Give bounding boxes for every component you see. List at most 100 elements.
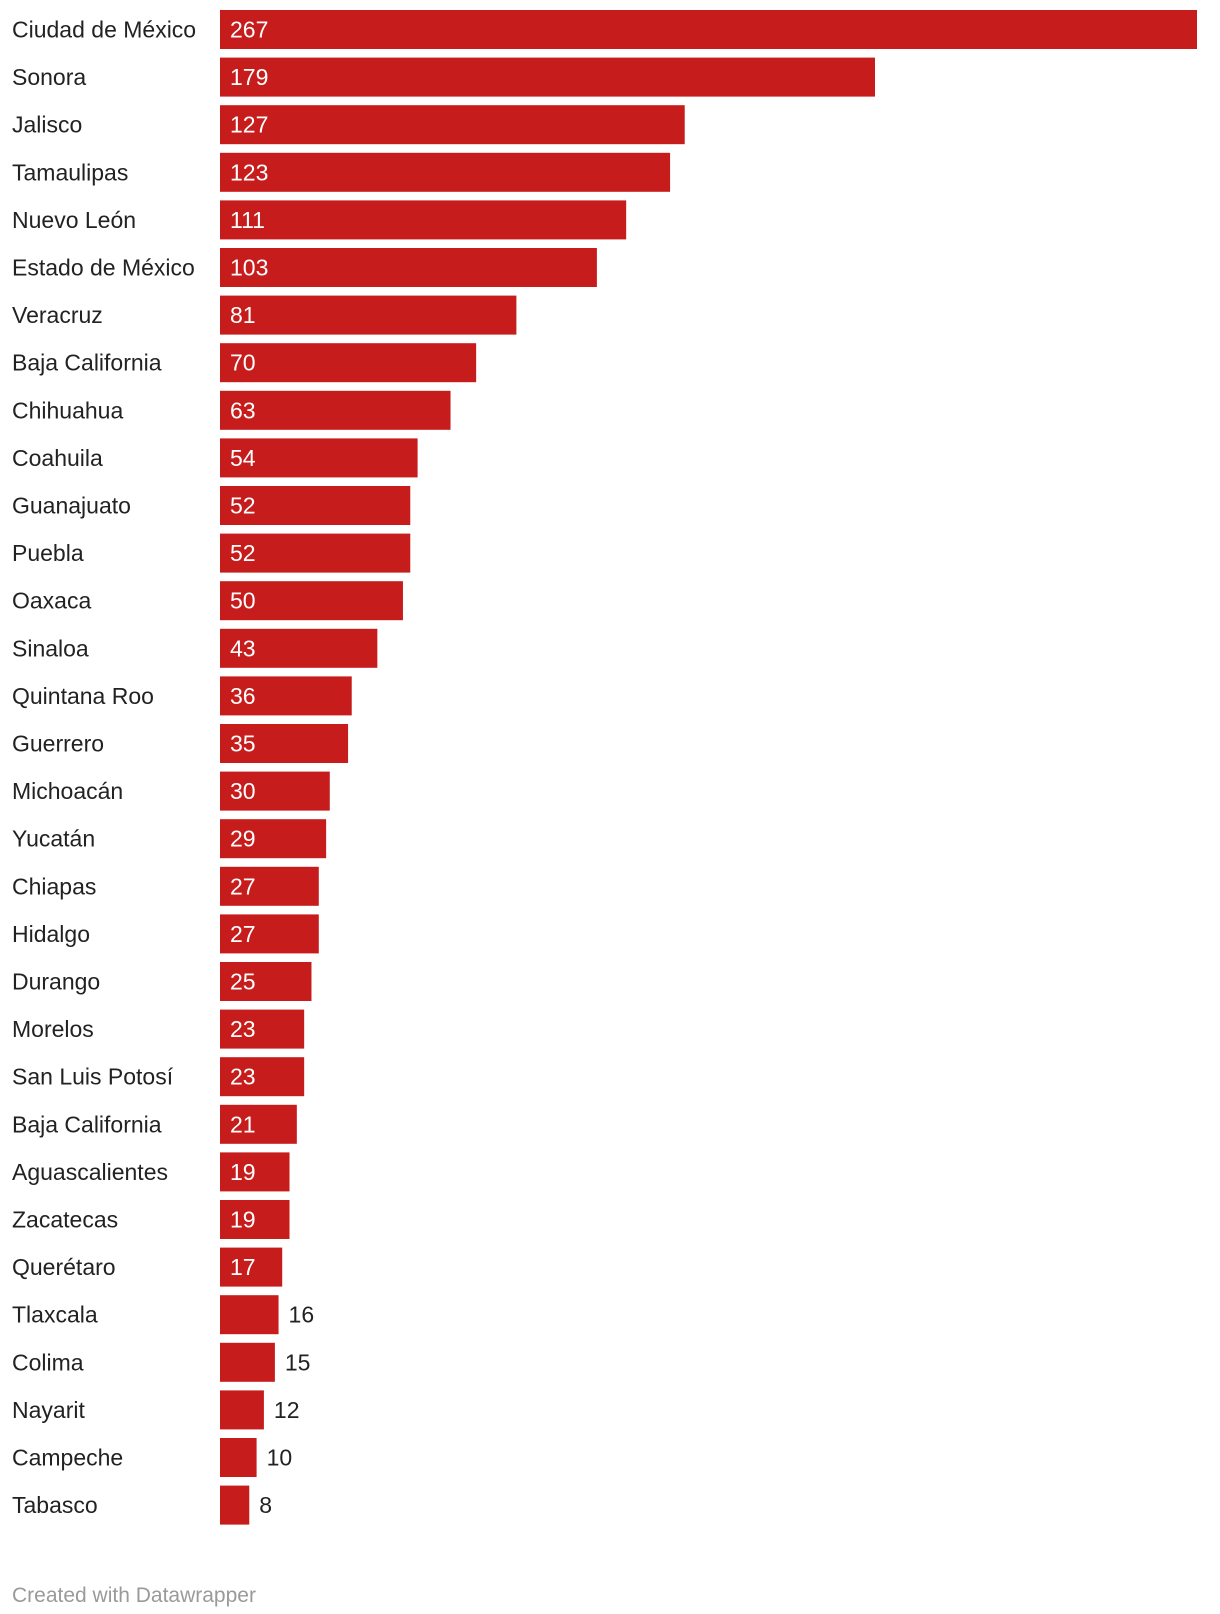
value-label: 63 xyxy=(230,397,256,423)
category-label: Campeche xyxy=(12,1445,123,1471)
value-label: 21 xyxy=(230,1111,256,1137)
value-label: 54 xyxy=(230,445,256,471)
bar-row: Colima 15 xyxy=(12,1342,311,1382)
value-label: 16 xyxy=(289,1302,315,1328)
category-label: Oaxaca xyxy=(12,588,91,614)
bar-row: Hidalgo 27 xyxy=(12,914,319,954)
category-label: Tamaulipas xyxy=(12,159,128,185)
bar-row: Aguascalientes 19 xyxy=(12,1152,290,1192)
value-label: 35 xyxy=(230,731,256,757)
bar-row: Oaxaca 50 xyxy=(12,581,403,621)
value-label: 50 xyxy=(230,588,256,614)
value-label: 15 xyxy=(285,1349,311,1375)
category-label: Nayarit xyxy=(12,1397,85,1423)
value-label: 52 xyxy=(230,540,256,566)
bar-row: Guerrero 35 xyxy=(12,724,349,763)
category-label: San Luis Potosí xyxy=(12,1064,174,1090)
bar xyxy=(220,1438,257,1477)
value-label: 23 xyxy=(230,1064,256,1090)
value-label: 27 xyxy=(230,873,256,899)
value-label: 29 xyxy=(230,826,256,852)
bar xyxy=(220,914,319,954)
category-label: Guanajuato xyxy=(12,493,131,519)
bar xyxy=(220,1057,305,1097)
value-label: 43 xyxy=(230,635,256,661)
bar-row: Campeche 10 xyxy=(12,1438,292,1477)
category-label: Tabasco xyxy=(12,1492,98,1518)
category-label: Baja California xyxy=(12,350,162,376)
value-label: 8 xyxy=(259,1492,272,1518)
bar xyxy=(220,343,477,383)
bar-row: Nuevo León 111 xyxy=(12,200,627,240)
bar-row: Tabasco 8 xyxy=(12,1485,272,1525)
bar-row: Sinaloa 43 xyxy=(12,628,378,668)
bar-row: Nayarit 12 xyxy=(12,1390,300,1430)
category-label: Ciudad de México xyxy=(12,17,196,43)
bar-row: Chiapas 27 xyxy=(12,866,319,906)
category-label: Baja California xyxy=(12,1111,162,1137)
bar xyxy=(220,628,378,668)
category-label: Quintana Roo xyxy=(12,683,154,709)
bar-row: Durango 25 xyxy=(12,962,312,1001)
bar-row: Puebla 52 xyxy=(12,533,411,573)
bar-row: Guanajuato 52 xyxy=(12,486,411,525)
category-label: Hidalgo xyxy=(12,921,90,947)
bar xyxy=(220,724,349,763)
value-label: 10 xyxy=(267,1445,293,1471)
bar-row: Tlaxcala 16 xyxy=(12,1295,315,1335)
bar xyxy=(220,1485,250,1525)
value-label: 17 xyxy=(230,1254,256,1280)
bar xyxy=(220,10,1197,49)
value-label: 70 xyxy=(230,350,256,376)
category-label: Sinaloa xyxy=(12,635,89,661)
bar xyxy=(220,200,627,240)
value-label: 36 xyxy=(230,683,256,709)
bar xyxy=(220,1247,283,1287)
bar xyxy=(220,486,411,525)
bar-row: Sonora 179 xyxy=(12,57,875,97)
category-label: Nuevo León xyxy=(12,207,136,233)
category-label: Estado de México xyxy=(12,255,195,281)
value-label: 25 xyxy=(230,969,256,995)
bar-chart: Ciudad de México 267 Sonora 179 Jalisco 127 Ta… xyxy=(12,10,1197,1525)
bar-row: San Luis Potosí 23 xyxy=(12,1057,305,1097)
bar xyxy=(220,105,685,145)
value-label: 30 xyxy=(230,778,256,804)
category-label: Colima xyxy=(12,1349,84,1375)
value-label: 127 xyxy=(230,112,268,138)
category-label: Veracruz xyxy=(12,302,103,328)
bar xyxy=(220,1295,279,1335)
category-label: Zacatecas xyxy=(12,1207,118,1233)
datawrapper-credit: Created with Datawrapper xyxy=(12,1584,256,1607)
category-label: Aguascalientes xyxy=(12,1159,168,1185)
value-label: 103 xyxy=(230,255,268,281)
category-label: Tlaxcala xyxy=(12,1302,98,1328)
bar-row: Estado de México 103 xyxy=(12,248,597,287)
bar xyxy=(220,676,352,716)
bar-row: Baja California 21 xyxy=(12,1104,297,1144)
value-label: 52 xyxy=(230,493,256,519)
category-label: Puebla xyxy=(12,540,84,566)
bar xyxy=(220,1390,264,1430)
category-label: Morelos xyxy=(12,1016,94,1042)
bar xyxy=(220,1152,290,1192)
bar xyxy=(220,295,517,335)
value-label: 19 xyxy=(230,1207,256,1233)
bar xyxy=(220,1104,297,1144)
category-label: Michoacán xyxy=(12,778,123,804)
category-label: Chiapas xyxy=(12,873,96,899)
value-label: 12 xyxy=(274,1397,300,1423)
bar-row: Querétaro 17 xyxy=(12,1247,283,1287)
bar xyxy=(220,152,671,192)
bar-row: Michoacán 30 xyxy=(12,771,330,811)
bar-row: Zacatecas 19 xyxy=(12,1200,290,1239)
value-label: 23 xyxy=(230,1016,256,1042)
category-label: Yucatán xyxy=(12,826,95,852)
category-label: Guerrero xyxy=(12,731,104,757)
category-label: Chihuahua xyxy=(12,397,123,423)
category-label: Coahuila xyxy=(12,445,103,471)
value-label: 267 xyxy=(230,17,268,43)
value-label: 81 xyxy=(230,302,256,328)
bar-row: Tamaulipas 123 xyxy=(12,152,671,192)
bar-row: Jalisco 127 xyxy=(12,105,685,145)
